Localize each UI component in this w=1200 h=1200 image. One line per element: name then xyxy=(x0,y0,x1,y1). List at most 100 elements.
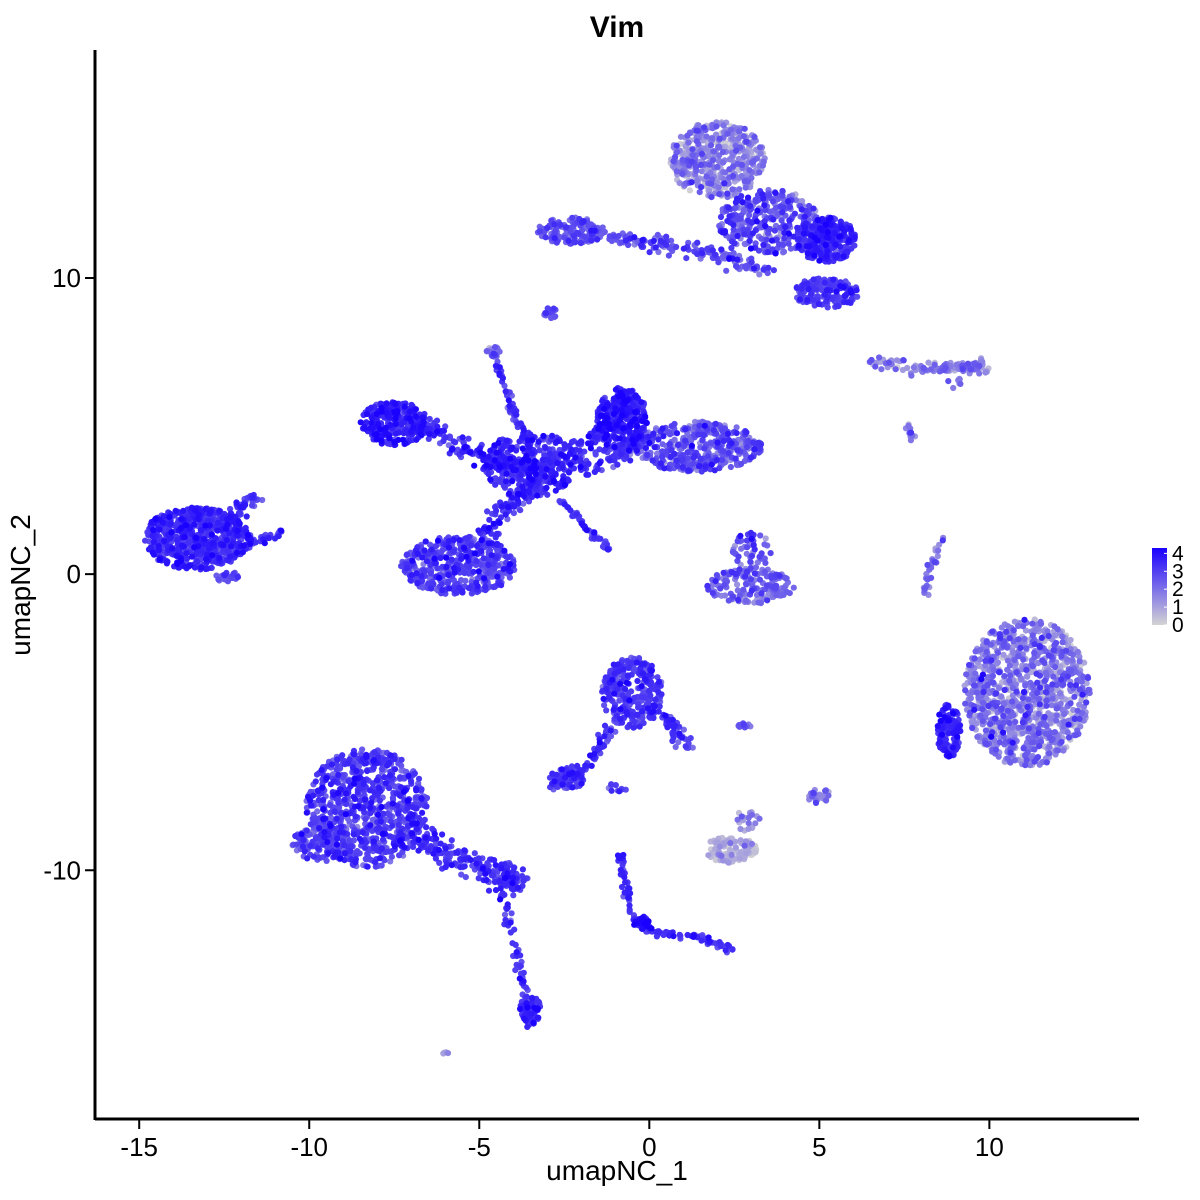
cell-point xyxy=(872,363,879,370)
cell-point xyxy=(799,198,806,205)
cell-point xyxy=(1046,750,1053,757)
cell-point xyxy=(707,180,715,187)
cell-point xyxy=(1069,656,1076,664)
cell-point xyxy=(1060,723,1067,730)
cell-point xyxy=(1019,730,1026,737)
cell-point xyxy=(1043,759,1050,766)
cell-point xyxy=(501,911,509,918)
cell-point xyxy=(1064,673,1071,680)
cell-point xyxy=(1050,673,1057,680)
cell-point xyxy=(982,740,989,747)
cell-point xyxy=(1046,734,1053,741)
cell-point xyxy=(362,816,369,823)
cell-point xyxy=(679,170,686,177)
cell-point xyxy=(973,689,980,696)
cell-point xyxy=(936,541,943,548)
cell-point xyxy=(979,699,987,706)
cell-point xyxy=(603,707,610,714)
cell-point xyxy=(719,857,727,864)
cell-point xyxy=(690,460,697,467)
cell-point xyxy=(483,348,490,355)
cell-point xyxy=(1020,745,1027,752)
cell-point xyxy=(1003,628,1010,635)
cell-point xyxy=(1012,718,1019,726)
cell-point xyxy=(1000,712,1007,720)
cell-point xyxy=(1054,747,1061,754)
cell-point xyxy=(1015,636,1022,643)
cell-point xyxy=(1006,719,1013,727)
cell-point xyxy=(733,263,740,270)
cell-point xyxy=(517,507,524,514)
cell-point xyxy=(738,460,745,468)
cell-point xyxy=(967,366,975,373)
cell-point xyxy=(747,558,754,566)
cell-point xyxy=(707,142,715,149)
cell-point xyxy=(1007,672,1014,679)
cell-point xyxy=(1052,663,1059,671)
cell-point xyxy=(738,545,745,552)
cell-point xyxy=(672,153,679,160)
cell-point xyxy=(1074,648,1081,656)
cell-point xyxy=(928,574,935,582)
cell-point xyxy=(628,688,635,695)
cell-point xyxy=(876,354,883,361)
cell-point xyxy=(752,564,760,571)
cell-point xyxy=(878,366,885,373)
cell-point xyxy=(396,852,403,859)
cell-point xyxy=(484,508,491,515)
cell-point xyxy=(714,163,721,170)
cell-point xyxy=(1022,682,1029,689)
cell-point xyxy=(1000,651,1007,658)
cell-point xyxy=(974,733,981,741)
cell-point xyxy=(1061,711,1068,718)
cell-point xyxy=(758,550,765,557)
cell-point xyxy=(982,369,989,376)
cell-point xyxy=(1059,639,1066,646)
cell-point xyxy=(740,721,748,728)
cell-point xyxy=(685,139,692,146)
cell-point xyxy=(1067,700,1074,707)
cell-point xyxy=(1044,628,1051,635)
cell-point xyxy=(1030,697,1037,704)
cell-point xyxy=(698,150,706,157)
cell-point xyxy=(713,572,721,579)
cell-point xyxy=(708,194,715,201)
cell-point xyxy=(910,364,918,371)
cell-point xyxy=(745,825,752,833)
cell-point xyxy=(971,682,978,689)
cell-point xyxy=(715,143,722,150)
cell-point xyxy=(1057,663,1064,670)
cell-point xyxy=(709,590,717,597)
cell-point xyxy=(756,144,764,151)
cell-point xyxy=(751,133,758,141)
cell-point xyxy=(1083,680,1090,687)
cell-point xyxy=(716,843,723,850)
cell-point xyxy=(734,215,742,222)
cell-point xyxy=(1050,647,1057,654)
cell-point xyxy=(673,142,680,149)
cell-point xyxy=(719,456,726,463)
cell-point xyxy=(729,593,737,600)
cell-point xyxy=(1076,653,1083,661)
cell-point xyxy=(979,717,986,725)
cell-point xyxy=(1001,673,1008,680)
cell-point xyxy=(738,813,745,820)
cell-point xyxy=(764,582,771,589)
cell-point xyxy=(359,746,366,753)
cell-point xyxy=(904,364,911,372)
cell-point xyxy=(1076,701,1083,708)
cell-point xyxy=(984,681,991,689)
cell-point xyxy=(1026,762,1034,769)
cell-point xyxy=(716,191,723,198)
cell-point xyxy=(752,848,759,856)
cell-point xyxy=(1022,627,1030,634)
cell-point xyxy=(975,362,982,369)
cell-point xyxy=(1006,677,1013,684)
cell-point xyxy=(1013,669,1020,676)
cell-point xyxy=(1045,652,1052,659)
cell-point xyxy=(765,192,773,199)
cell-point xyxy=(1025,696,1032,703)
cell-point xyxy=(747,576,755,583)
cell-point xyxy=(823,797,830,804)
